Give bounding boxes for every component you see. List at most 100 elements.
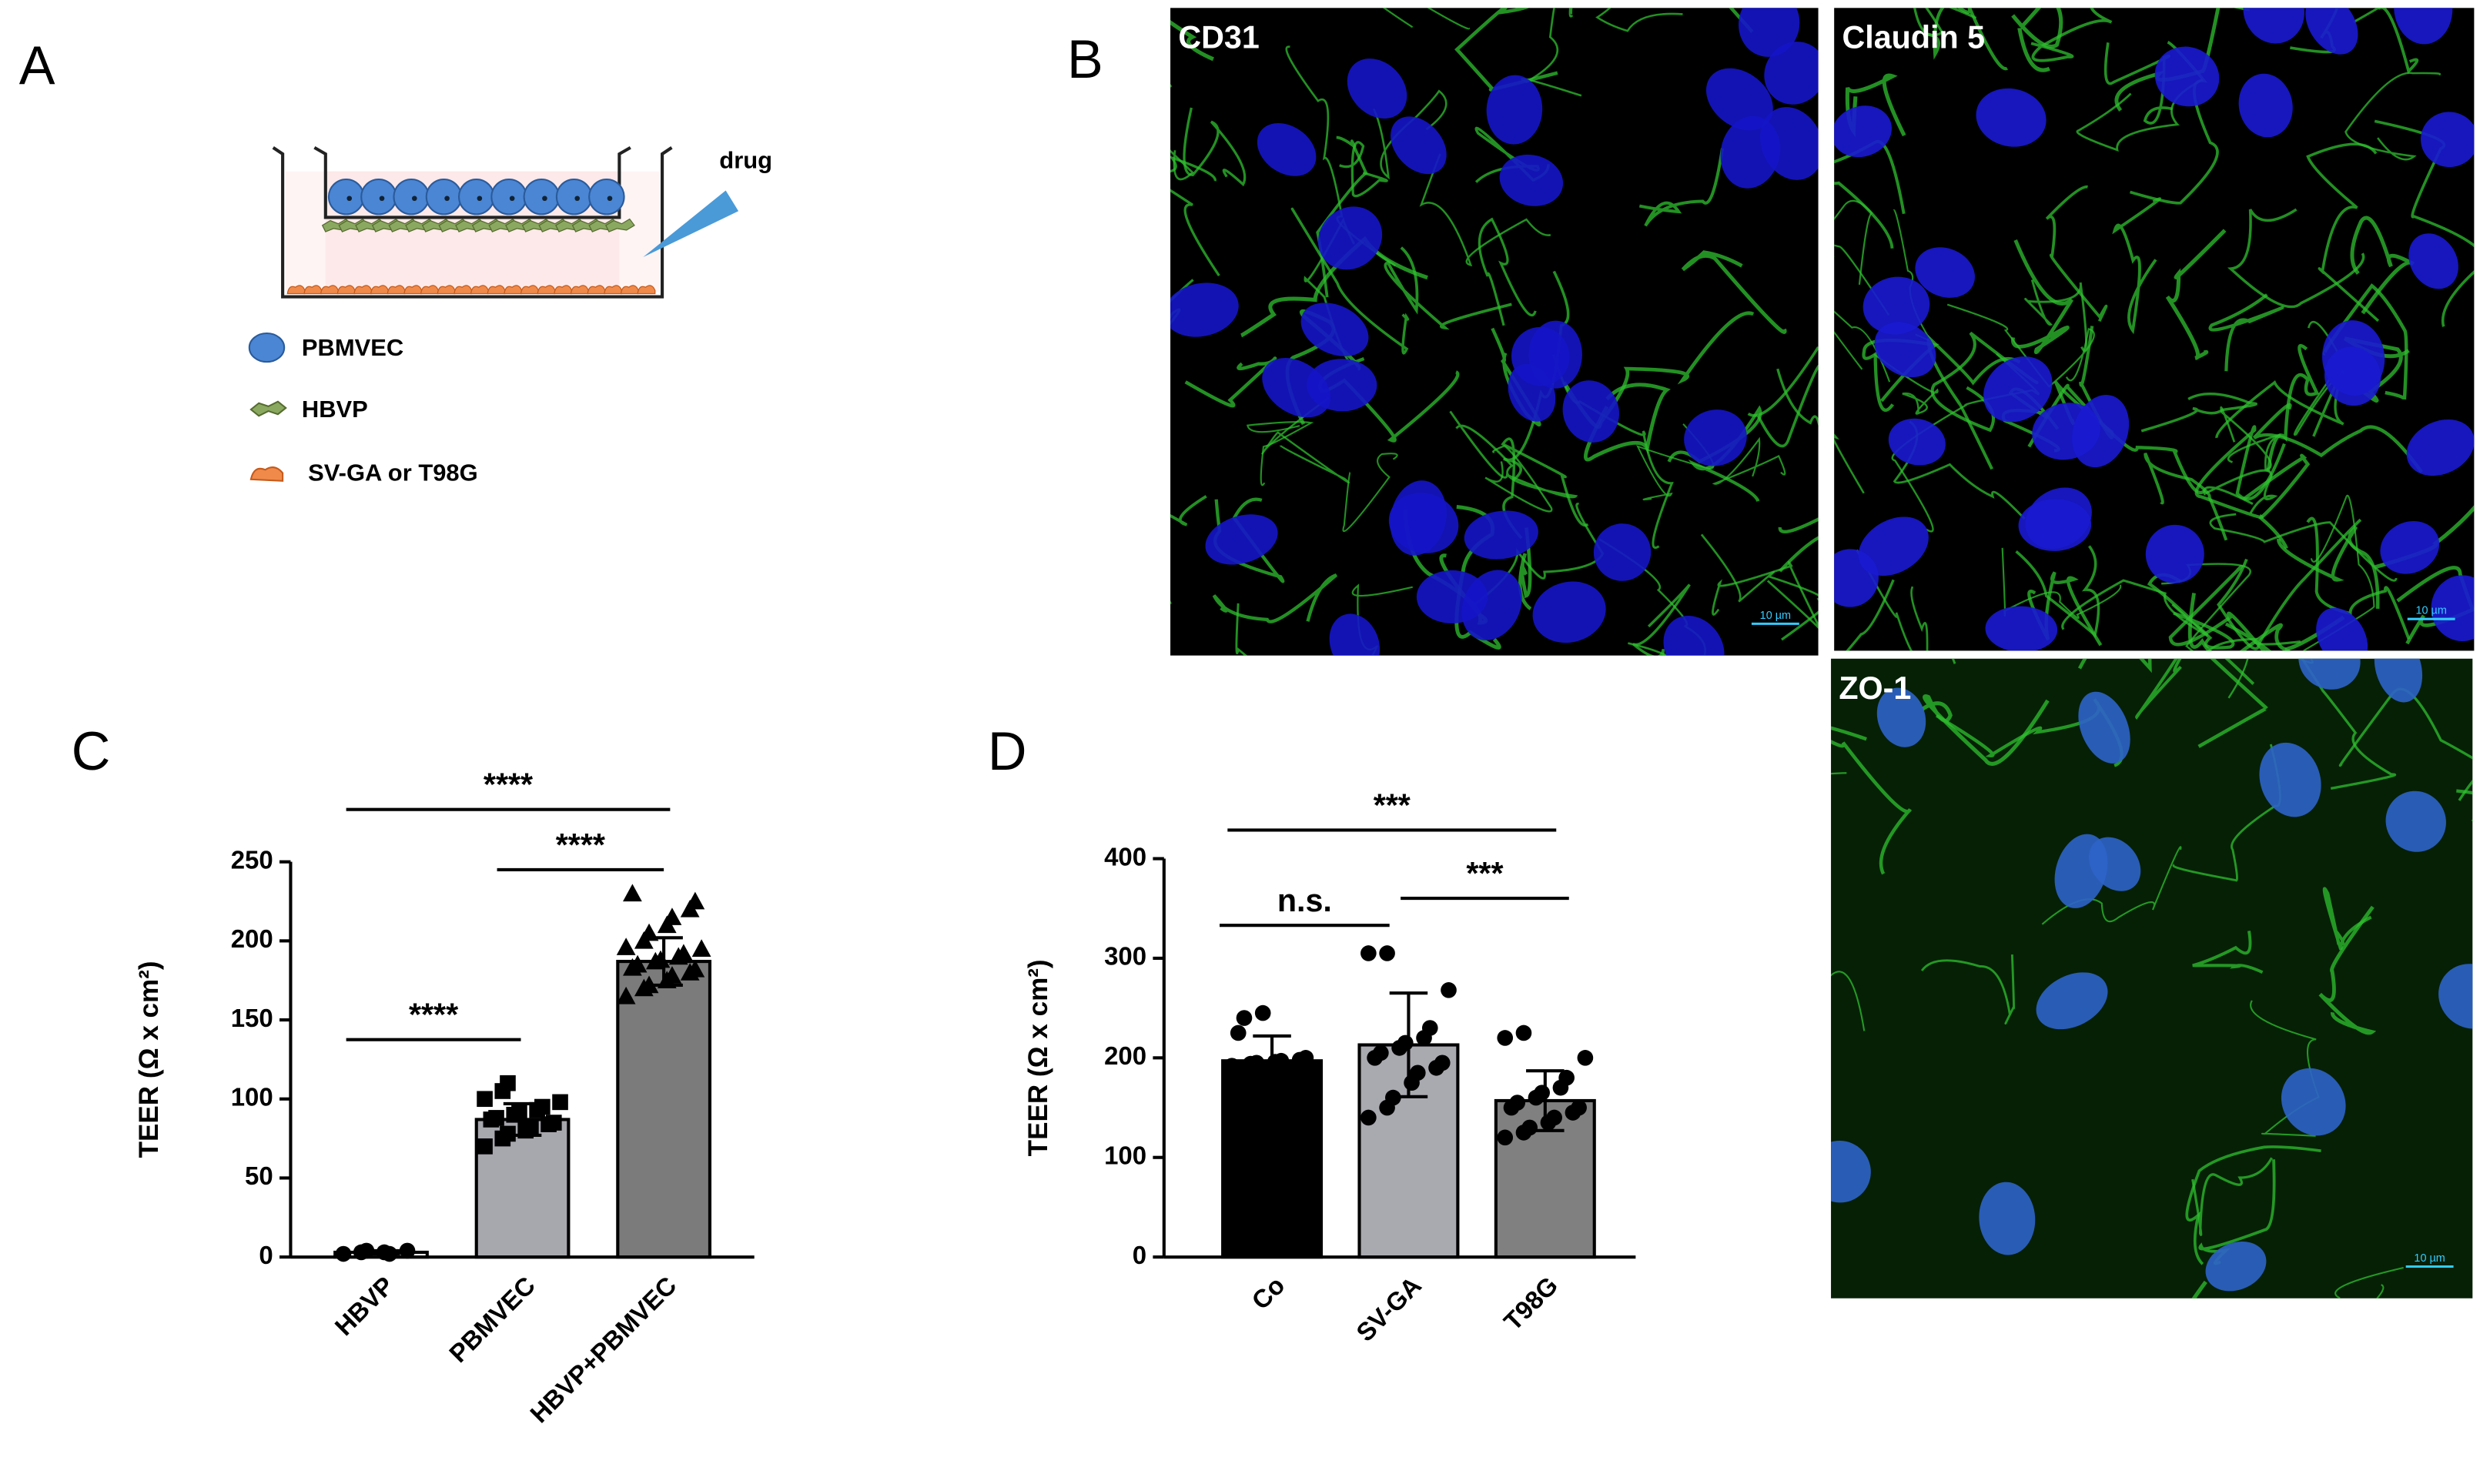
glioma-cell — [420, 285, 439, 295]
glioma-cell — [520, 285, 539, 295]
endothelial-cell — [523, 178, 561, 216]
data-point — [691, 939, 711, 957]
significance-label: n.s. — [1277, 883, 1332, 918]
y-tick-label: 150 — [231, 1004, 273, 1032]
nucleus — [2374, 658, 2423, 703]
nucleus — [2380, 521, 2440, 574]
glioma-cell — [504, 285, 523, 295]
nucleus — [2243, 8, 2304, 44]
fiber — [1913, 8, 1977, 37]
significance-label: *** — [1466, 856, 1503, 891]
nucleus — [2316, 607, 2368, 651]
data-point — [1360, 945, 1377, 961]
fiber — [1290, 207, 1410, 355]
nucleus — [2421, 112, 2475, 168]
fiber — [2318, 905, 2377, 1035]
data-point — [1558, 1069, 1575, 1086]
endothelial-cell — [588, 178, 625, 216]
fiber — [1712, 560, 1819, 629]
fiber — [1246, 421, 1314, 486]
fiber — [1921, 694, 2050, 766]
panel-label: C — [72, 721, 111, 781]
fiber — [1681, 250, 1787, 334]
glioma-cell — [554, 285, 573, 295]
data-point — [616, 986, 636, 1004]
scale-label: 10 µm — [1760, 610, 1791, 622]
image-label: Claudin 5 — [1842, 19, 1986, 55]
data-point — [477, 1091, 493, 1108]
significance-label: **** — [409, 998, 458, 1033]
nucleus — [2154, 46, 2220, 107]
nucleus — [2281, 1068, 2346, 1136]
data-point — [1421, 1020, 1438, 1036]
fiber — [2208, 293, 2284, 372]
data-point — [1515, 1024, 1532, 1041]
fiber — [1831, 971, 1866, 1031]
image-label: ZO-1 — [1839, 670, 1911, 706]
fiber — [1778, 517, 1819, 573]
glioma-cell — [637, 285, 656, 295]
fiber — [1920, 954, 2015, 1024]
fiber — [1170, 600, 1172, 604]
data-point — [1434, 1055, 1451, 1071]
data-point — [1571, 1099, 1587, 1116]
glioma-cell — [370, 285, 389, 295]
nucleus — [412, 196, 417, 202]
data-point — [511, 1103, 527, 1120]
nucleus — [1834, 105, 1892, 158]
fiber — [2168, 565, 2271, 651]
nucleus — [346, 196, 353, 202]
y-tick-label: 400 — [1104, 842, 1146, 871]
significance-label: *** — [1374, 787, 1411, 823]
y-tick-label: 200 — [231, 924, 273, 953]
fiber — [1856, 549, 1929, 651]
data-point — [1379, 945, 1395, 961]
nucleus — [1915, 247, 1975, 298]
data-point — [1509, 1095, 1526, 1111]
y-tick-label: 300 — [1104, 942, 1146, 971]
fiber — [1170, 495, 1207, 526]
fiber — [1925, 8, 2009, 71]
x-tick-label: HBVP+PBMVEC — [524, 1271, 681, 1428]
data-point — [685, 891, 705, 910]
data-point — [1273, 1052, 1290, 1069]
fiber — [2112, 197, 2161, 335]
image-background — [1831, 658, 2473, 1298]
fiber — [1170, 20, 1214, 62]
transwell-diagram: drug PBMVEC HBVP SV-GA or T98G — [248, 145, 772, 486]
fiber — [1873, 353, 1939, 415]
fiber — [2350, 216, 2415, 315]
nucleus — [1979, 1182, 2036, 1255]
nucleus — [1347, 58, 1407, 119]
fiber — [1449, 410, 1578, 499]
fiber — [2338, 687, 2473, 801]
glioma-cell — [286, 285, 306, 295]
y-tick-label: 100 — [231, 1082, 273, 1111]
nucleus — [2305, 8, 2358, 55]
micrograph: ZO-1 10 µm — [1831, 658, 2473, 1298]
data-point — [1297, 1050, 1314, 1066]
data-point — [628, 954, 648, 973]
nucleus — [1983, 356, 2053, 423]
fiber — [1170, 155, 1220, 277]
y-tick-label: 100 — [1104, 1141, 1146, 1169]
nucleus — [2408, 233, 2458, 289]
endothelial-cell — [425, 178, 463, 216]
fiber — [2011, 239, 2073, 355]
image-label: CD31 — [1178, 19, 1259, 55]
x-tick-label: PBMVEC — [443, 1271, 541, 1368]
image-content — [1834, 8, 2475, 651]
fiber — [2300, 658, 2397, 790]
nucleus — [2036, 972, 2108, 1030]
legend-icon — [248, 332, 286, 363]
fiber — [2378, 8, 2419, 75]
data-point — [477, 1138, 493, 1155]
legend-icon — [249, 400, 287, 417]
fiber — [2227, 208, 2365, 309]
panel-label: D — [988, 721, 1027, 781]
scale-label: 10 µm — [2414, 1252, 2445, 1265]
nucleus — [1388, 493, 1459, 553]
data-point — [1248, 1055, 1265, 1071]
fiber — [2030, 8, 2113, 62]
glioma-cell — [437, 285, 456, 295]
